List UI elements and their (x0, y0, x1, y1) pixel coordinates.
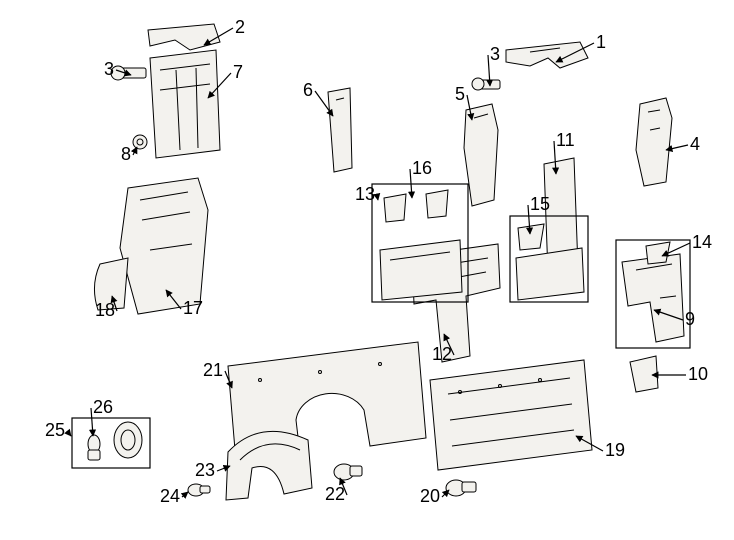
leader-line (133, 147, 137, 155)
callout-label-3: 3 (104, 59, 114, 79)
callout-label-20: 20 (420, 486, 440, 506)
part-2 (148, 24, 220, 50)
part-24 (188, 484, 210, 496)
callout-label-13: 13 (355, 184, 375, 204)
callout-label-3: 3 (490, 44, 500, 64)
part-20 (446, 480, 476, 496)
part-16 (384, 190, 448, 222)
callout-label-8: 8 (121, 144, 131, 164)
leader-line (182, 492, 188, 497)
callout-label-17: 17 (183, 298, 203, 318)
callout-label-15: 15 (530, 194, 550, 214)
part-1 (506, 42, 588, 68)
callout-label-23: 23 (195, 460, 215, 480)
part-26 (88, 435, 100, 460)
callout-label-25: 25 (45, 420, 65, 440)
part-10 (630, 356, 658, 392)
part-4 (636, 98, 672, 186)
callout-label-19: 19 (605, 440, 625, 460)
leader-line (377, 195, 378, 200)
callout-label-5: 5 (455, 84, 465, 104)
part-8 (133, 135, 147, 149)
part-19 (430, 360, 592, 470)
callout-label-9: 9 (685, 309, 695, 329)
callout-label-26: 26 (93, 397, 113, 417)
part-3-right (472, 78, 500, 90)
part-14 (646, 242, 670, 264)
leader-line (67, 431, 71, 436)
callout-label-6: 6 (303, 80, 313, 100)
part-7 (150, 50, 220, 158)
part-6 (328, 88, 352, 172)
part-9 (622, 254, 684, 342)
callout-label-16: 16 (412, 158, 432, 178)
callout-label-18: 18 (95, 300, 115, 320)
part-17 (120, 178, 208, 314)
callout-label-2: 2 (235, 17, 245, 37)
callout-label-24: 24 (160, 486, 180, 506)
callout-label-21: 21 (203, 360, 223, 380)
callout-label-22: 22 (325, 484, 345, 504)
callout-label-12: 12 (432, 344, 452, 364)
leader-line (442, 490, 449, 497)
part-25-grommet (114, 422, 142, 458)
part-22 (334, 464, 362, 480)
callout-label-14: 14 (692, 232, 712, 252)
callout-label-1: 1 (596, 32, 606, 52)
callout-label-7: 7 (233, 62, 243, 82)
callout-label-10: 10 (688, 364, 708, 384)
callout-label-11: 11 (556, 130, 575, 150)
callout-label-4: 4 (690, 134, 700, 154)
part-3-left (111, 66, 146, 80)
part-13 (380, 240, 462, 300)
part-5 (464, 104, 498, 206)
